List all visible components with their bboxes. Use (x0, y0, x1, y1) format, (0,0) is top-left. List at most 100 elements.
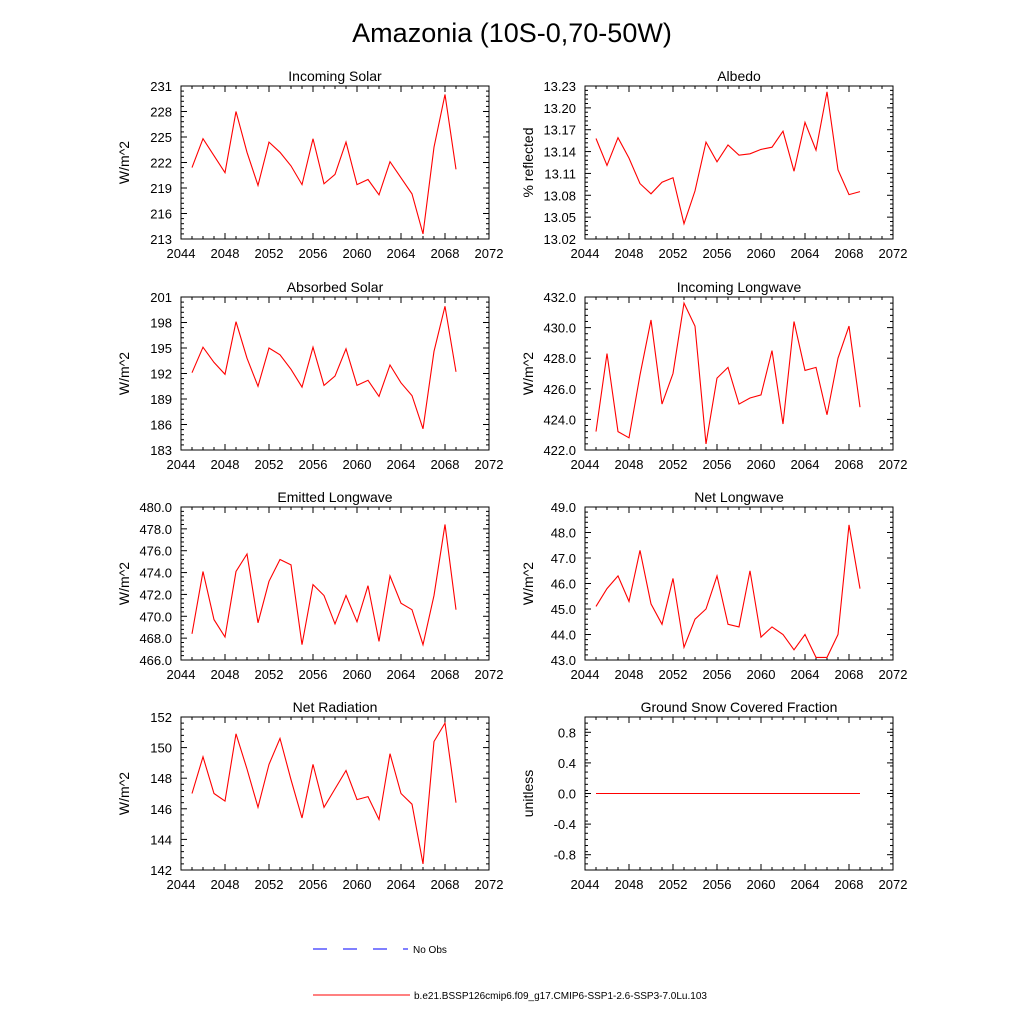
x-tick-label: 2044 (571, 457, 600, 472)
y-tick-label: 46.0 (551, 577, 576, 592)
x-tick-label: 2048 (211, 877, 240, 892)
x-tick-label: 2064 (387, 877, 416, 892)
x-tick-label: 2060 (747, 877, 776, 892)
x-tick-label: 2048 (615, 877, 644, 892)
x-tick-label: 2052 (659, 877, 688, 892)
x-tick-label: 2052 (659, 246, 688, 261)
y-axis-label: W/m^2 (116, 352, 132, 395)
x-tick-label: 2056 (299, 457, 328, 472)
plot-frame (180, 296, 490, 451)
panel-title: Emitted Longwave (277, 489, 392, 505)
y-tick-label: 49.0 (551, 500, 576, 515)
x-tick-label: 2068 (835, 246, 864, 261)
x-tick-label: 2044 (571, 246, 600, 261)
y-tick-label: 13.11 (544, 166, 576, 181)
y-tick-label: 13.14 (543, 145, 576, 160)
y-axis-label: unitless (520, 770, 536, 817)
y-tick-label: 13.02 (543, 232, 576, 247)
y-tick-label: 192 (150, 367, 172, 382)
legend: No Obs b.e21.BSSP126cmip6.f09_g17.CMIP6-… (313, 945, 707, 1002)
x-tick-label: 2068 (835, 877, 864, 892)
x-tick-label: 2064 (387, 667, 416, 682)
x-tick-label: 2064 (387, 457, 416, 472)
panel-7: Net Radiation 2044 2048 2052 2056 2060 2064 206… (116, 699, 503, 892)
x-tick-label: 2072 (879, 877, 908, 892)
panel-5: Emitted Longwave 2044 2048 2052 2056 2060 2064… (116, 489, 503, 682)
x-tick-label: 2072 (475, 246, 504, 261)
y-tick-label: 13.08 (543, 188, 576, 203)
x-tick-label: 2060 (343, 667, 372, 682)
y-tick-label: 225 (150, 130, 172, 145)
y-tick-label: 474.0 (139, 566, 172, 581)
panel-title: Incoming Solar (288, 68, 382, 84)
x-tick-label: 2044 (571, 667, 600, 682)
y-tick-label: 472.0 (139, 587, 172, 602)
y-tick-label: -0.8 (554, 848, 576, 863)
y-tick-label: 428.0 (543, 351, 576, 366)
x-tick-label: 2048 (211, 667, 240, 682)
y-tick-label: 43.0 (551, 653, 576, 668)
x-tick-label: 2056 (703, 246, 732, 261)
y-tick-label: 222 (150, 156, 172, 171)
x-tick-label: 2064 (791, 877, 820, 892)
x-tick-label: 2044 (167, 246, 196, 261)
x-tick-label: 2052 (255, 457, 284, 472)
x-tick-label: 2060 (747, 457, 776, 472)
y-tick-label: 152 (150, 710, 172, 725)
x-tick-label: 2072 (879, 246, 908, 261)
y-tick-label: 426.0 (543, 382, 576, 397)
x-tick-label: 2044 (571, 877, 600, 892)
y-tick-label: 144 (150, 832, 172, 847)
y-axis-label: % reflected (520, 127, 536, 197)
series-line (595, 91, 861, 226)
plot-frame (584, 506, 894, 661)
panels: Incoming Solar 2044 2048 2052 2056 2060 2064 20… (116, 68, 907, 892)
x-tick-label: 2052 (255, 246, 284, 261)
panel-6: Net Longwave 2044 2048 2052 2056 2060 2064 2068… (520, 489, 907, 682)
y-tick-label: 189 (150, 392, 172, 407)
x-tick-label: 2056 (703, 877, 732, 892)
x-tick-label: 2064 (791, 246, 820, 261)
x-tick-label: 2056 (703, 667, 732, 682)
y-tick-label: 216 (150, 207, 172, 222)
panel-title: Absorbed Solar (287, 279, 384, 295)
panel-title: Net Longwave (694, 489, 784, 505)
x-tick-label: 2056 (299, 877, 328, 892)
y-tick-label: 146 (150, 802, 172, 817)
x-tick-label: 2068 (835, 457, 864, 472)
y-tick-label: 45.0 (551, 602, 576, 617)
y-tick-label: 480.0 (139, 500, 172, 515)
y-tick-label: 430.0 (543, 321, 576, 336)
series-line (595, 524, 861, 658)
panel-3: Absorbed Solar 2044 2048 2052 2056 2060 2064 20… (116, 279, 503, 472)
y-tick-label: 231 (150, 79, 172, 94)
x-tick-label: 2048 (211, 457, 240, 472)
x-tick-label: 2068 (431, 667, 460, 682)
y-tick-label: 198 (150, 316, 172, 331)
y-tick-label: 44.0 (551, 628, 576, 643)
x-tick-label: 2072 (475, 667, 504, 682)
x-tick-label: 2068 (431, 877, 460, 892)
x-tick-label: 2056 (299, 667, 328, 682)
x-tick-label: 2060 (343, 457, 372, 472)
panel-8: Ground Snow Covered Fraction 2044 2048 2052… (520, 699, 907, 892)
x-tick-label: 2060 (343, 877, 372, 892)
series-line (191, 524, 457, 647)
legend-model-label: b.e21.BSSP126cmip6.f09_g17.CMIP6-SSP1-2.… (414, 991, 707, 1002)
panel-2: Albedo 2044 2048 2052 2056 2060 2064 2068 2072 13… (520, 68, 907, 261)
y-tick-label: 48.0 (551, 526, 576, 541)
series-line (595, 301, 861, 444)
y-tick-label: 0.4 (558, 756, 576, 771)
y-tick-label: 478.0 (139, 522, 172, 537)
y-tick-label: 422.0 (543, 443, 576, 458)
x-tick-label: 2048 (615, 457, 644, 472)
x-tick-label: 2048 (615, 246, 644, 261)
y-tick-label: 148 (150, 771, 172, 786)
x-tick-label: 2052 (659, 667, 688, 682)
y-tick-label: 219 (150, 181, 172, 196)
panel-title: Net Radiation (293, 699, 378, 715)
series-line (191, 94, 457, 235)
y-tick-label: 13.17 (543, 123, 576, 138)
